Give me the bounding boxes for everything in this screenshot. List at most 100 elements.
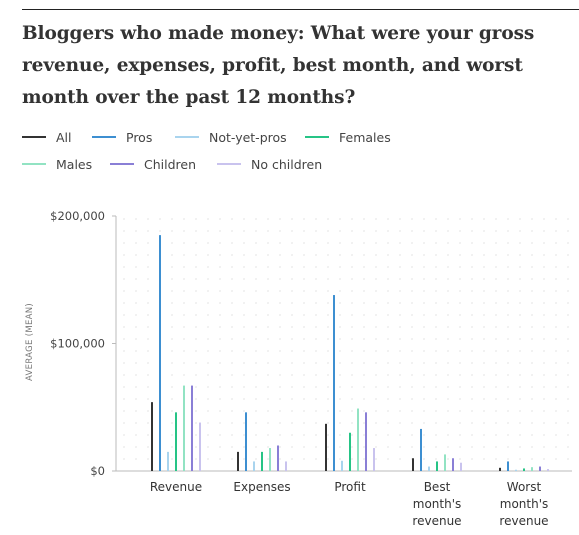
grid-dot [195,326,197,328]
grid-dot [123,374,125,376]
grid-dot [315,446,317,448]
bar-children-best [452,458,454,471]
grid-dot [123,434,125,436]
grid-dot [507,422,509,424]
grid-dot [267,434,269,436]
grid-dot [183,278,185,280]
grid-dot [183,326,185,328]
grid-dot [483,350,485,352]
grid-dot [315,398,317,400]
grid-dot [459,326,461,328]
grid-dot [291,350,293,352]
grid-dot [267,278,269,280]
grid-dot [411,278,413,280]
grid-dot [123,458,125,460]
grid-dot [423,326,425,328]
legend-item-females[interactable]: Females [305,128,391,146]
grid-dot [471,410,473,412]
grid-dot [183,362,185,364]
legend-item-children[interactable]: Children [110,155,196,173]
grid-dot [459,338,461,340]
grid-dot [507,230,509,232]
grid-dot [207,278,209,280]
grid-dot [423,242,425,244]
grid-dot [243,290,245,292]
grid-dot [411,218,413,220]
bar-not-yet-pros-best [428,466,430,471]
legend-label: Males [56,156,93,172]
grid-dot [519,290,521,292]
grid-dot [303,290,305,292]
grid-dot [507,326,509,328]
grid-dot [279,242,281,244]
grid-dot [171,302,173,304]
grid-dot [171,326,173,328]
grid-dot [315,230,317,232]
legend-item-pros[interactable]: Pros [92,128,152,146]
grid-dot [351,242,353,244]
bar-all-revenue [151,402,153,471]
grid-dot [135,242,137,244]
grid-dot [303,362,305,364]
grid-dot [519,326,521,328]
grid-dot [459,374,461,376]
grid-dot [207,266,209,268]
grid-dot [399,386,401,388]
grid-dot [303,302,305,304]
grid-dot [507,374,509,376]
grid-dot [531,350,533,352]
grid-dot [375,290,377,292]
grid-dot [507,302,509,304]
legend-swatch [217,163,241,165]
grid-dot [147,422,149,424]
grid-dot [351,326,353,328]
grid-dot [471,230,473,232]
grid-dot [255,386,257,388]
grid-dot [543,302,545,304]
grid-dot [507,218,509,220]
bar-not-yet-pros-worst [515,469,517,471]
grid-dot [339,302,341,304]
grid-dot [219,266,221,268]
grid-dot [363,290,365,292]
grid-dot [195,242,197,244]
x-tick-label-line: Profit [334,480,366,494]
grid-dot [363,314,365,316]
grid-dot [567,398,569,400]
grid-dot [363,266,365,268]
legend-item-all[interactable]: All [22,128,72,146]
grid-dot [471,350,473,352]
grid-dot [243,278,245,280]
grid-dot [291,242,293,244]
legend-item-no-children[interactable]: No children [217,155,322,173]
grid-dot [399,290,401,292]
grid-dot [519,278,521,280]
grid-dot [351,434,353,436]
grid-dot [279,230,281,232]
grid-dot [291,386,293,388]
grid-dot [567,242,569,244]
bar-females-worst [523,468,525,471]
grid-dot [507,446,509,448]
grid-dot [303,386,305,388]
grid-dot [147,290,149,292]
grid-dot [567,278,569,280]
grid-dot [567,386,569,388]
grid-dot [519,242,521,244]
legend-item-not-yet-pros[interactable]: Not-yet-pros [175,128,287,146]
grid-dot [303,326,305,328]
legend-swatch [22,136,46,138]
grid-dot [291,374,293,376]
grid-dot [267,374,269,376]
grid-dot [363,422,365,424]
grid-dot [567,302,569,304]
grid-dot [123,230,125,232]
grid-dot [291,266,293,268]
grid-dot [399,326,401,328]
grid-dot [411,362,413,364]
legend-item-males[interactable]: Males [22,155,92,173]
grid-dot [363,446,365,448]
grid-dot [387,326,389,328]
grid-dot [303,254,305,256]
grid-dot [435,254,437,256]
